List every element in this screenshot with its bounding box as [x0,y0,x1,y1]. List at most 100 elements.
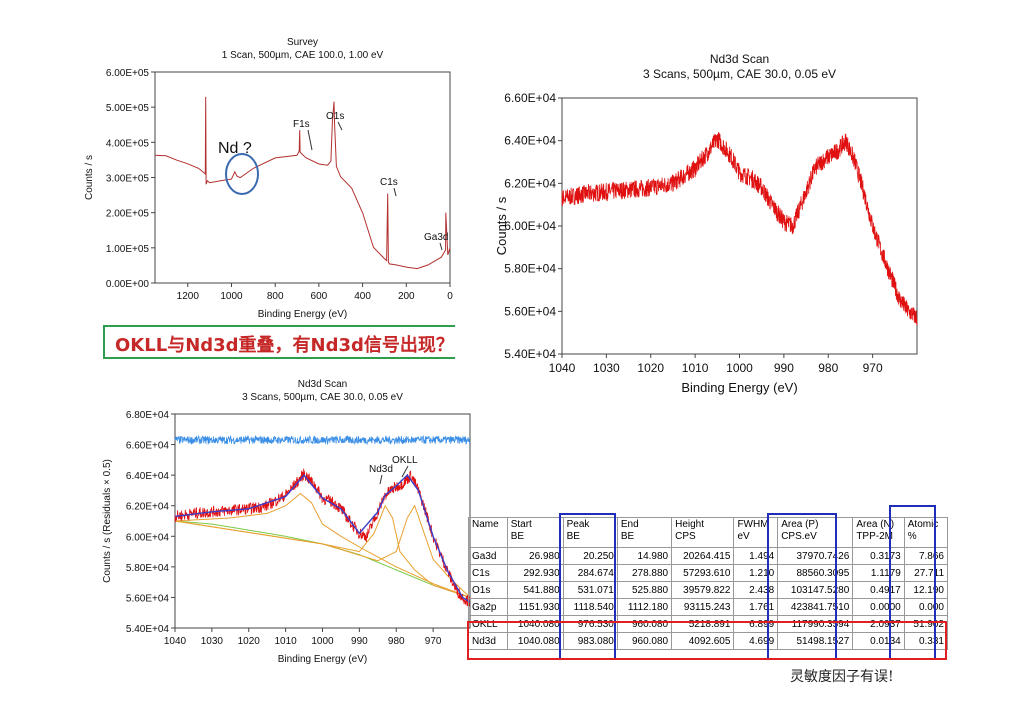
y-axis-label: Counts / s (Residuals × 0.5) [102,459,113,583]
y-tick-label: 6.20E+04 [504,176,556,190]
table-cell: 6.899 [733,615,779,633]
residuals-line [174,434,471,446]
table-cell: 27.711 [903,564,949,582]
table-cell: 14.980 [616,547,673,565]
envelope-line [174,474,471,603]
y-tick-label: 1.00E+05 [106,244,150,255]
header-line-1: Height [675,519,705,530]
y-tick-label: 5.00E+05 [106,103,150,114]
table-cell: 39579.822 [671,581,735,599]
chart-subtitle: 1 Scan, 500µm, CAE 100.0, 1.00 eV [222,50,384,61]
nd3d-fit-chart-svg: Nd3d Scan 3 Scans, 500µm, CAE 30.0, 0.05 … [102,379,471,665]
component-line [174,492,471,598]
header-line-1: End [620,519,639,530]
c1s-label: C1s [380,177,398,188]
c1s-leader [393,187,397,197]
y-tick-label: 6.00E+05 [106,68,150,79]
table-cell: 0.3173 [852,547,905,565]
y-tick-label: 6.40E+04 [504,134,556,148]
table-cell: 20.250 [562,547,618,565]
y-tick-label: 5.80E+04 [504,262,556,276]
x-tick-label: 980 [818,361,838,375]
table-cell: 4092.605 [671,632,735,650]
header-line-2: % [907,531,917,542]
table-header-cell: FWHM eV [733,517,779,548]
header-line-1: FWHM [737,519,769,530]
x-tick-label: 600 [311,291,328,302]
table-cell: C1s [468,564,508,582]
y-tick-label: 3.00E+05 [106,174,150,185]
background-line [174,520,471,598]
y-tick-label: 6.40E+04 [126,471,170,482]
nd3d-peak-label: Nd3d [369,464,393,475]
table-header-cell: Atomic% [903,517,949,548]
table-cell: 2.438 [733,581,779,599]
x-tick-label: 1010 [682,361,709,375]
x-tick-label: 1000 [220,291,243,302]
table-cell: Nd3d [468,632,508,650]
o1s-label: O1s [326,111,344,122]
nd3d-series-line [561,132,918,326]
okll-peak-label: OKLL [392,455,418,466]
x-tick-label: 400 [354,291,371,302]
header-line-1: Atomic [907,519,939,530]
header-line-2: BE [566,531,580,542]
x-tick-label: 200 [398,291,415,302]
table-cell: 0.000 [903,598,949,616]
nd3d-leader [379,474,383,485]
header-line-2: CPS [675,531,696,542]
x-tick-label: 1040 [164,636,187,647]
y-tick-label: 6.60E+04 [504,91,556,105]
y-tick-label: 5.60E+04 [126,593,170,604]
x-tick-label: 1030 [593,361,620,375]
nd3d-fit-chart: Nd3d Scan 3 Scans, 500µm, CAE 30.0, 0.05 … [90,372,490,672]
header-line-2: BE [510,531,525,542]
table-cell: 541.880 [506,581,564,599]
y-axis-label: Counts / s [494,196,509,255]
footnote-text: 灵敏度因子有误! [790,669,894,685]
table-cell: 26.980 [506,547,564,565]
table-header-cell: Area (P) CPS.eV [777,517,854,548]
table-cell: 51498.1527 [777,632,854,650]
callout-box: OKLL与Nd3d重叠，有Nd3d信号出现？ [103,325,455,359]
o1s-leader [337,121,343,131]
ga3d-label: Ga3d [424,232,448,243]
table-header-cell: Start BE [506,517,564,548]
y-tick-label: 6.20E+04 [126,502,170,513]
x-axis-label: Binding Energy (eV) [258,309,348,320]
table-cell: 37970.7426 [777,547,854,565]
header-line-1: Name [472,519,499,530]
x-tick-label: 1000 [311,636,334,647]
table-cell: 960.080 [616,632,673,650]
table-cell: 1.1179 [852,564,905,582]
table-cell: 1.761 [733,598,779,616]
table-cell: 4.699 [733,632,779,650]
table-cell: 531.071 [562,581,618,599]
header-line-2: BE [620,531,635,542]
table-cell: 1112.180 [616,598,673,616]
table-cell: 1040.080 [506,615,564,633]
table-cell: 284.674 [562,564,618,582]
chart-title: Nd3d Scan [298,379,347,390]
x-tick-label: 1040 [549,361,576,375]
header-line-1: Peak [566,519,590,530]
header-line-2: CPS.eV [781,531,817,542]
y-tick-label: 5.40E+04 [126,624,170,635]
component-line [174,504,471,598]
x-tick-label: 0 [447,291,453,302]
x-tick-label: 970 [863,361,883,375]
table-row: O1s 541.880 531.071 525.880 39579.822 2.438 10… [468,581,949,599]
table-cell: 976.530 [562,615,618,633]
okll-leader [401,465,409,478]
table-row: Ga3d 26.980 20.250 14.980 20264.415 1.494 3797… [468,547,949,565]
x-tick-label: 1000 [726,361,753,375]
y-tick-label: 5.60E+04 [504,304,556,318]
table-cell: 292.930 [506,564,564,582]
table-cell: 51.902 [903,615,949,633]
table-cell: 57293.610 [671,564,735,582]
chart-subtitle: 3 Scans, 500µm, CAE 30.0, 0.05 eV [242,392,403,403]
table-cell: 278.880 [616,564,673,582]
chart-subtitle: 3 Scans, 500µm, CAE 30.0, 0.05 eV [643,67,836,81]
table-header-cell: Height CPS [671,517,735,548]
